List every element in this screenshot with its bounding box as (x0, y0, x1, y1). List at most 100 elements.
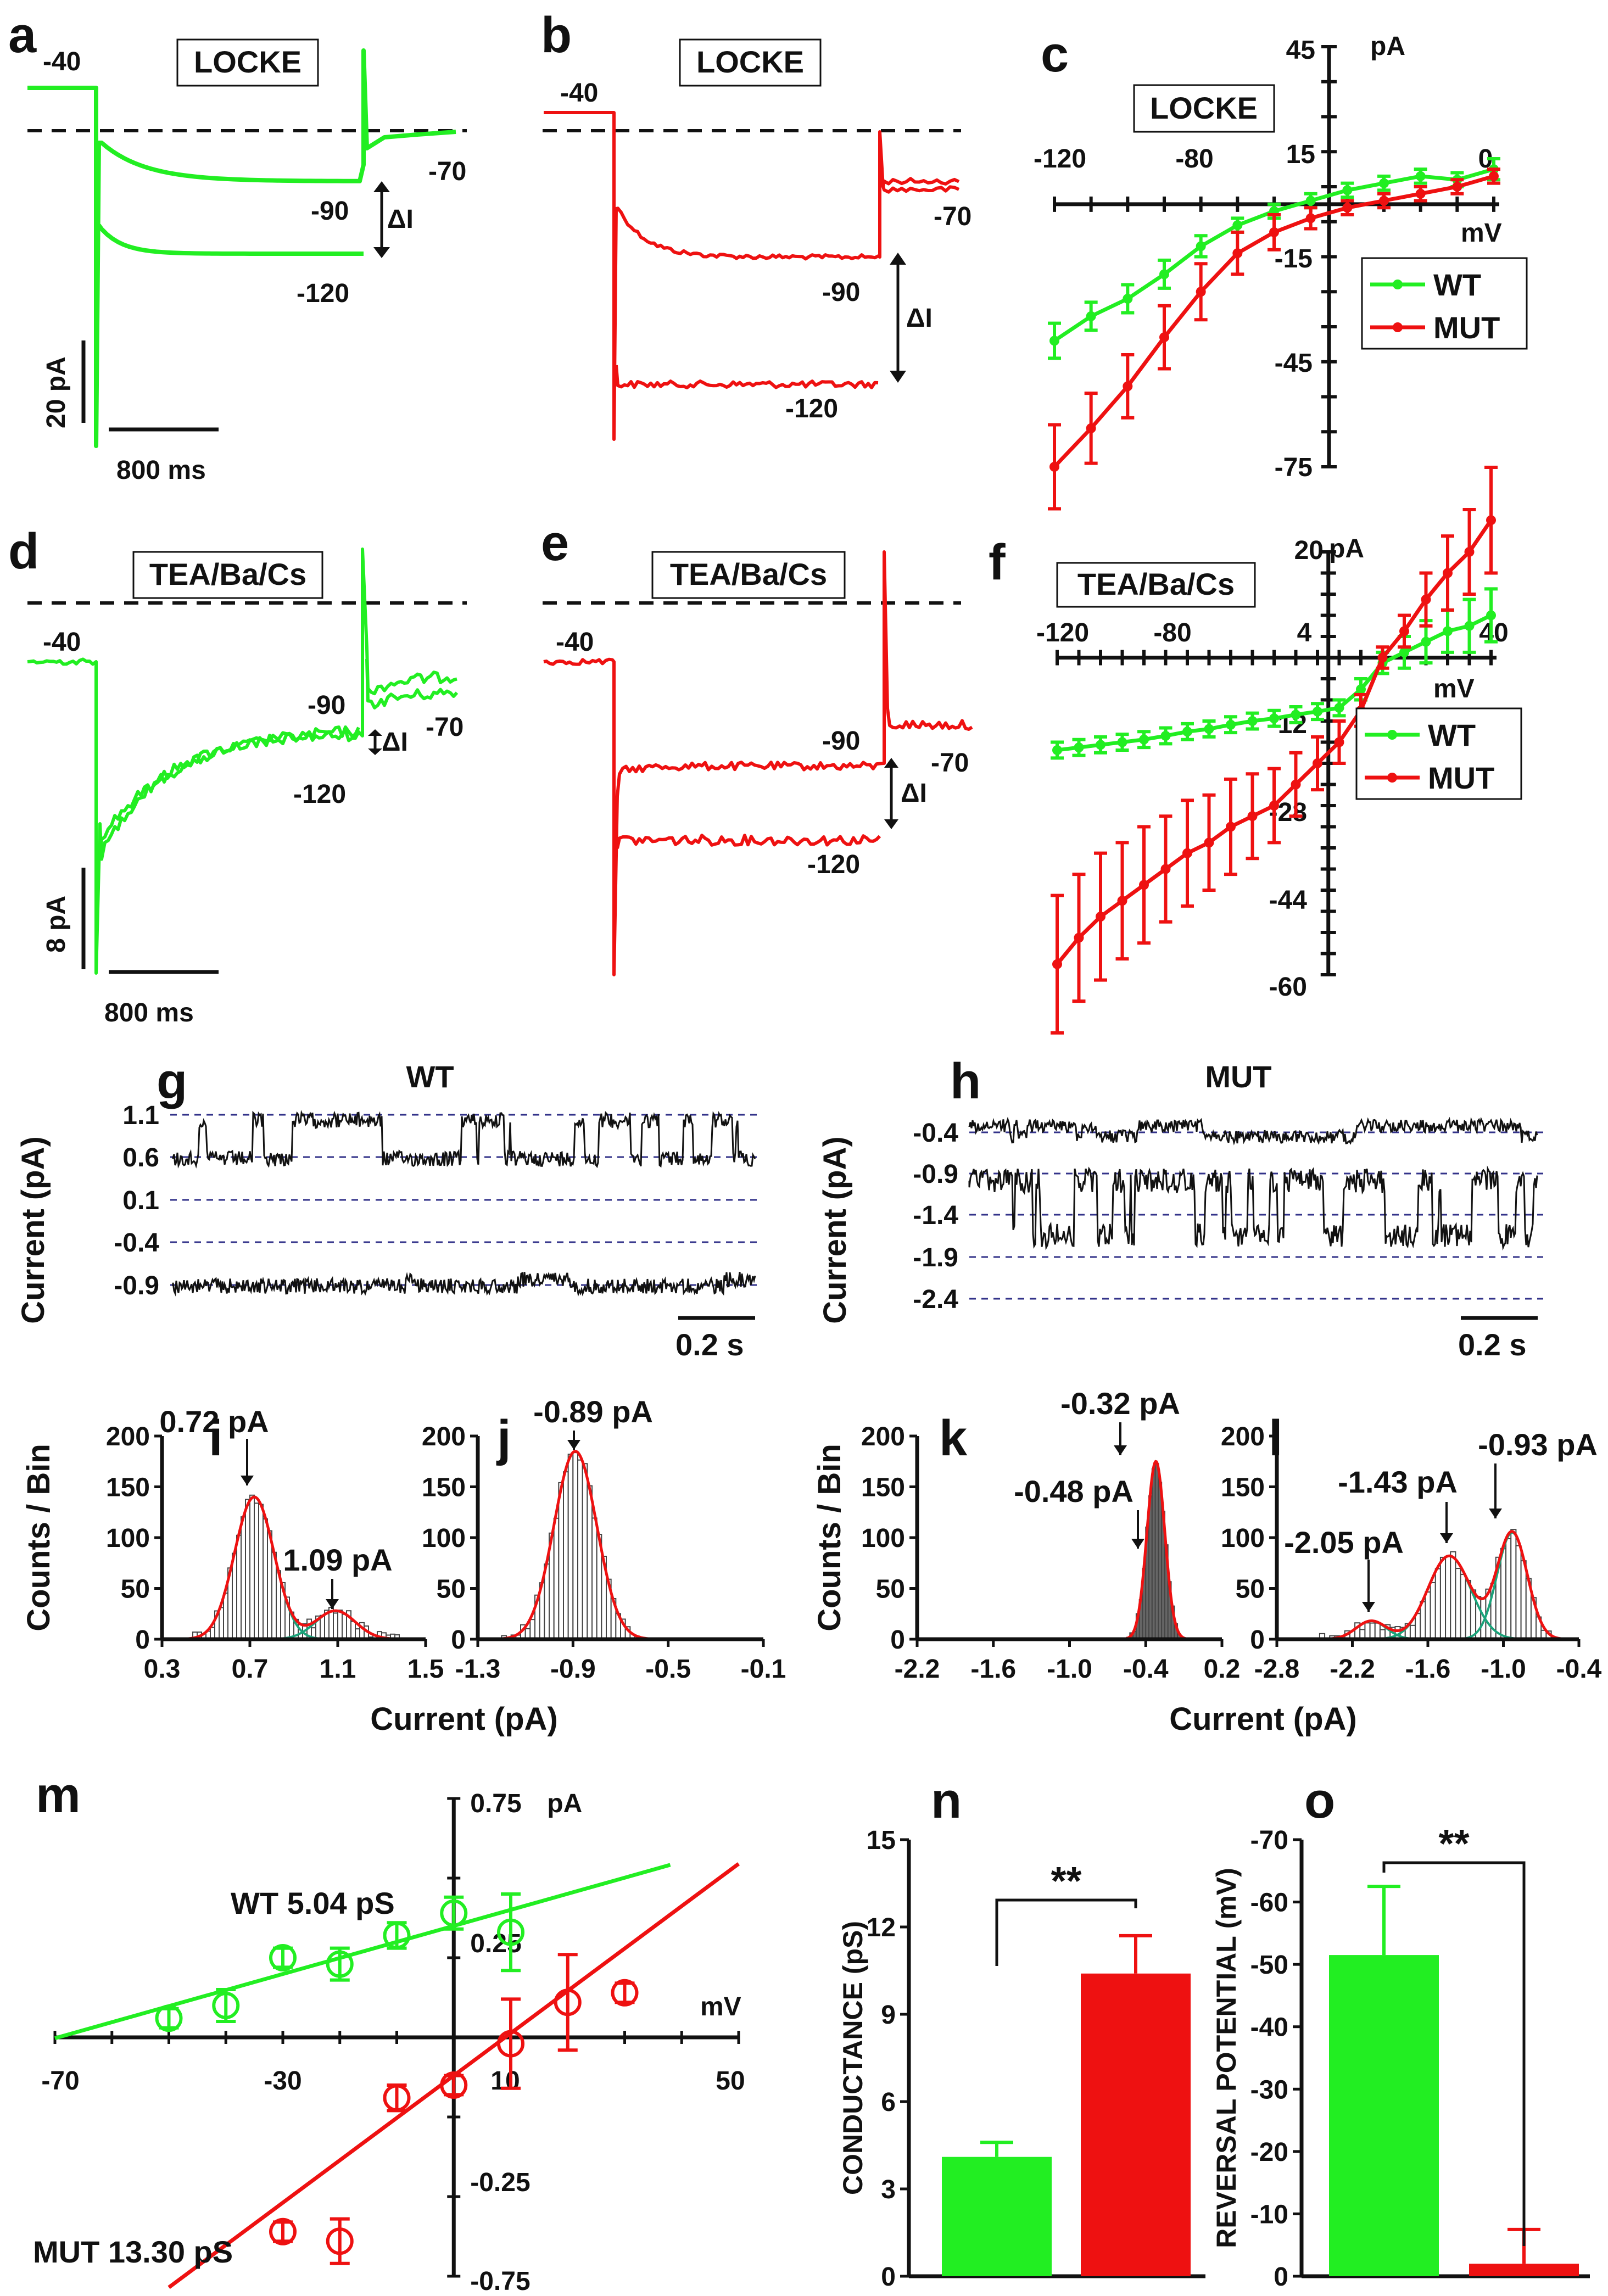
data-point (1232, 220, 1243, 231)
annotation-arrowhead (1362, 1602, 1375, 1612)
histogram-bin (1409, 1624, 1416, 1640)
data-point (1074, 742, 1084, 753)
y-tick-label: -10 (1250, 2200, 1288, 2229)
voltage-hold-label: -40 (560, 79, 598, 108)
x-tick-label: -2.8 (1254, 1655, 1300, 1684)
panel-g: g WT Current (pA) 1.1 0.6 0.1 -0.4 -0.9 0.2 … (15, 1053, 761, 1362)
data-point (383, 1921, 411, 1949)
data-point (1269, 713, 1279, 724)
level-label: -0.4 (114, 1228, 159, 1258)
panel-a: a LOCKE -40 -70 -90 -120 ΔI 20 pA 800 ms (8, 7, 467, 485)
data-point (1313, 706, 1322, 717)
data-point (1159, 269, 1169, 280)
panel-letter-k: k (939, 1410, 968, 1466)
delta-label: ΔI (901, 779, 927, 808)
x-tick-label: 1.5 (407, 1655, 444, 1684)
data-point (1204, 724, 1214, 734)
histogram-bin (232, 1552, 237, 1640)
histogram-bin (1515, 1545, 1522, 1640)
data-point (1443, 626, 1453, 636)
single-channel-trace (968, 1165, 1538, 1251)
y-tick-label: -50 (1250, 1951, 1288, 1980)
x-axis-unit: mV (1461, 219, 1502, 248)
data-point (1489, 171, 1499, 181)
bar-chart-n: 0 3 6 9 12 15 WT MUT ** CONDUCTANCE (pS) (838, 1826, 1205, 2296)
annotation-arrowhead (1131, 1539, 1144, 1549)
series-label-wt: WT 5.04 pS (231, 1886, 395, 1920)
x-tick-label: 1.1 (320, 1655, 356, 1684)
y-axis-unit: pA (547, 1789, 582, 1818)
histogram-bin (263, 1518, 268, 1640)
data-point (1182, 848, 1192, 858)
delta-label: ΔI (382, 728, 408, 757)
legend-box (1355, 707, 1522, 800)
histogram-bin (1425, 1591, 1431, 1640)
data-point (554, 1988, 582, 2016)
data-point (1305, 195, 1316, 206)
data-point (1159, 332, 1169, 343)
panel-letter-f: f (989, 534, 1006, 590)
data-point (1486, 610, 1496, 621)
y-tick-label: 6 (881, 2088, 896, 2117)
y-tick-label: 20 (1294, 536, 1324, 565)
data-point (1291, 779, 1301, 790)
histogram-bin (567, 1454, 574, 1640)
data-point (1313, 758, 1322, 768)
scale-y-label: 8 pA (42, 896, 71, 953)
data-point (497, 2030, 524, 2058)
data-point (1269, 227, 1279, 237)
x-tick-label: -80 (1153, 618, 1191, 647)
histogram-bin (563, 1471, 569, 1640)
voltage-end-label: -70 (428, 157, 466, 186)
x-tick-label: -30 (264, 2066, 302, 2096)
delta-label: ΔI (387, 205, 414, 234)
y-tick-label: 100 (861, 1524, 905, 1553)
significance-marker: ** (1438, 1822, 1469, 1866)
data-point (1379, 195, 1389, 206)
level-label: -2.4 (913, 1285, 958, 1314)
panel-h: h MUT Current (pA) -0.4-0.9-1.4-1.9-2.4 … (817, 1053, 1543, 1362)
histogram-bin (587, 1485, 593, 1640)
data-point (1334, 702, 1344, 713)
x-tick-label: 50 (716, 2066, 745, 2096)
y-tick-label: 0 (890, 1625, 905, 1655)
data-point (1379, 178, 1389, 188)
significance-marker: ** (1051, 1859, 1081, 1903)
y-tick-label: -20 (1250, 2138, 1288, 2167)
level-label: -1.4 (913, 1201, 958, 1230)
y-tick-label: 0 (135, 1625, 150, 1655)
panel-letter-j: j (496, 1410, 511, 1466)
histogram-bin (249, 1494, 255, 1640)
voltage-step2-label: -120 (293, 780, 346, 809)
y-tick-label: 100 (106, 1524, 150, 1553)
data-point (1123, 381, 1133, 392)
category-label: MUT (1488, 2291, 1560, 2296)
panel-letter-e: e (541, 515, 569, 571)
histogram-bin (1369, 1622, 1376, 1640)
series-label-mut: MUT 13.30 pS (33, 2234, 233, 2269)
data-point (1052, 959, 1062, 969)
y-tick-label: 0 (881, 2263, 896, 2292)
data-point (1342, 203, 1353, 213)
solution-box (1133, 84, 1275, 133)
level-label: -0.9 (114, 1271, 159, 1300)
x-tick-label: -0.1 (741, 1655, 786, 1684)
x-tick-label: -70 (41, 2066, 79, 2096)
y-tick-label: 100 (422, 1524, 466, 1553)
data-point (1247, 811, 1258, 822)
voltage-step1-label: -90 (308, 691, 345, 720)
x-tick-label: 4 (1297, 618, 1312, 647)
data-point (1117, 896, 1127, 906)
solution-label: TEA/Ba/Cs (1077, 567, 1235, 601)
x-tick-label: -1.6 (1405, 1655, 1451, 1684)
data-point (1464, 547, 1475, 557)
histogram-bin (337, 1609, 343, 1640)
delta-arrowheads (368, 729, 382, 755)
legend-marker (1393, 322, 1403, 332)
single-channel-trace (172, 1271, 756, 1297)
legend-marker (1387, 730, 1397, 740)
data-point (440, 1899, 468, 1927)
